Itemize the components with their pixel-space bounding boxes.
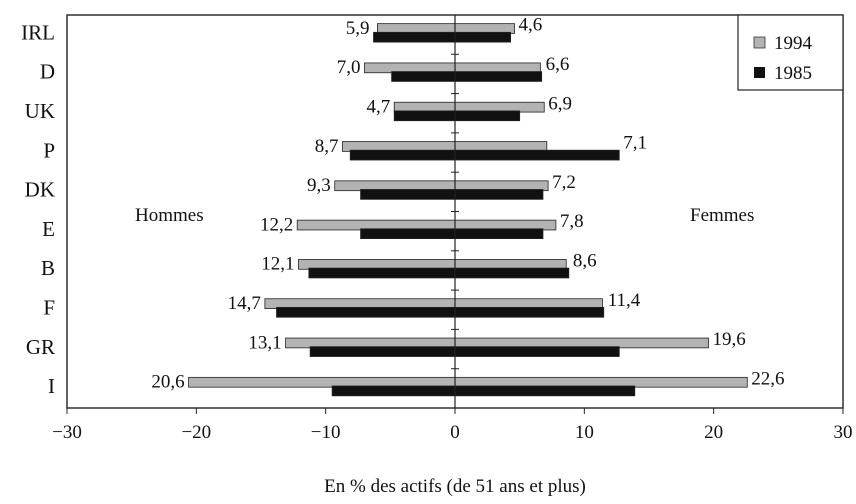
category-label-gr: GR bbox=[26, 335, 55, 359]
bar-1985-femmes-d bbox=[454, 71, 543, 82]
data-label-hommes-d: 7,0 bbox=[337, 57, 361, 78]
bar-1985-hommes-b bbox=[308, 267, 456, 279]
axis-layer: −30 −20 −10 0 10 20 30 bbox=[52, 14, 853, 443]
bar-1985-femmes-f bbox=[454, 306, 605, 318]
bar-1985-femmes-dk bbox=[454, 189, 544, 200]
legend: 1994 1985 bbox=[737, 14, 844, 91]
bar-1985-femmes-irl bbox=[454, 31, 512, 43]
bar-1985-hommes-e bbox=[360, 228, 456, 240]
category-label-dk: DK bbox=[25, 178, 55, 202]
data-label-hommes-b: 12,1 bbox=[261, 254, 294, 275]
data-label-hommes-e: 12,2 bbox=[260, 214, 293, 235]
x-tick-label: −10 bbox=[311, 422, 341, 443]
bar-1985-femmes-gr bbox=[454, 346, 620, 357]
bar-1985-hommes-f bbox=[276, 306, 456, 318]
labels-layer: IRL 5,9 4,6 D 7,0 6,6 UK 4,7 6,9 P 8,7 7,1 DK 9,3 7,2 E… bbox=[21, 15, 784, 398]
x-tick-label: −20 bbox=[181, 422, 211, 443]
x-tick-label: 30 bbox=[834, 422, 853, 443]
bar-1985-hommes-irl bbox=[373, 31, 456, 43]
category-label-uk: UK bbox=[25, 99, 55, 123]
category-label-f: F bbox=[43, 295, 55, 319]
category-label-d: D bbox=[40, 60, 55, 84]
data-label-femmes-gr: 19,6 bbox=[712, 329, 745, 350]
legend-label-1994: 1994 bbox=[774, 33, 813, 54]
data-label-hommes-uk: 4,7 bbox=[366, 96, 390, 117]
bar-1985-hommes-d bbox=[391, 71, 456, 82]
category-label-e: E bbox=[42, 217, 55, 241]
bar-1985-femmes-i bbox=[454, 385, 636, 397]
data-label-hommes-dk: 9,3 bbox=[307, 175, 331, 196]
data-label-hommes-irl: 5,9 bbox=[346, 18, 370, 39]
x-tick-label: 0 bbox=[450, 422, 460, 443]
legend-swatch-1994 bbox=[753, 36, 766, 49]
data-label-hommes-i: 20,6 bbox=[151, 372, 184, 393]
data-label-femmes-f: 11,4 bbox=[608, 290, 641, 311]
bar-1985-hommes-dk bbox=[360, 189, 456, 200]
category-label-i: I bbox=[48, 374, 55, 398]
bar-1985-hommes-p bbox=[349, 149, 456, 161]
bar-1985-femmes-e bbox=[454, 228, 544, 240]
bars-layer bbox=[188, 23, 748, 397]
left-side-label: Hommes bbox=[135, 205, 204, 226]
x-tick-label: 20 bbox=[704, 422, 723, 443]
bar-1985-hommes-i bbox=[331, 385, 456, 397]
data-label-hommes-f: 14,7 bbox=[228, 293, 261, 314]
bar-1985-femmes-p bbox=[454, 149, 620, 161]
data-label-femmes-i: 22,6 bbox=[751, 368, 784, 389]
right-side-label: Femmes bbox=[690, 205, 754, 226]
category-label-irl: IRL bbox=[21, 20, 55, 44]
bar-1985-hommes-gr bbox=[309, 346, 456, 357]
data-label-hommes-p: 8,7 bbox=[315, 136, 339, 157]
category-label-b: B bbox=[41, 256, 55, 280]
data-label-femmes-p: 7,1 bbox=[623, 133, 647, 154]
data-label-femmes-b: 8,6 bbox=[573, 251, 597, 272]
bar-1985-femmes-uk bbox=[454, 110, 521, 122]
data-label-femmes-irl: 4,6 bbox=[518, 15, 542, 36]
data-label-hommes-gr: 13,1 bbox=[248, 332, 281, 353]
bar-1985-femmes-b bbox=[454, 267, 570, 279]
data-label-femmes-dk: 7,2 bbox=[552, 172, 576, 193]
legend-label-1985: 1985 bbox=[774, 63, 812, 84]
data-label-femmes-e: 7,8 bbox=[560, 211, 584, 232]
data-label-femmes-uk: 6,9 bbox=[548, 93, 572, 114]
category-label-p: P bbox=[43, 138, 55, 162]
x-tick-label: −30 bbox=[52, 422, 82, 443]
data-label-femmes-d: 6,6 bbox=[546, 54, 570, 75]
x-tick-label: 10 bbox=[575, 422, 594, 443]
legend-swatch-1985 bbox=[754, 67, 765, 78]
x-axis-title: En % des actifs (de 51 ans et plus) bbox=[324, 476, 586, 497]
bar-1985-hommes-uk bbox=[393, 110, 456, 122]
